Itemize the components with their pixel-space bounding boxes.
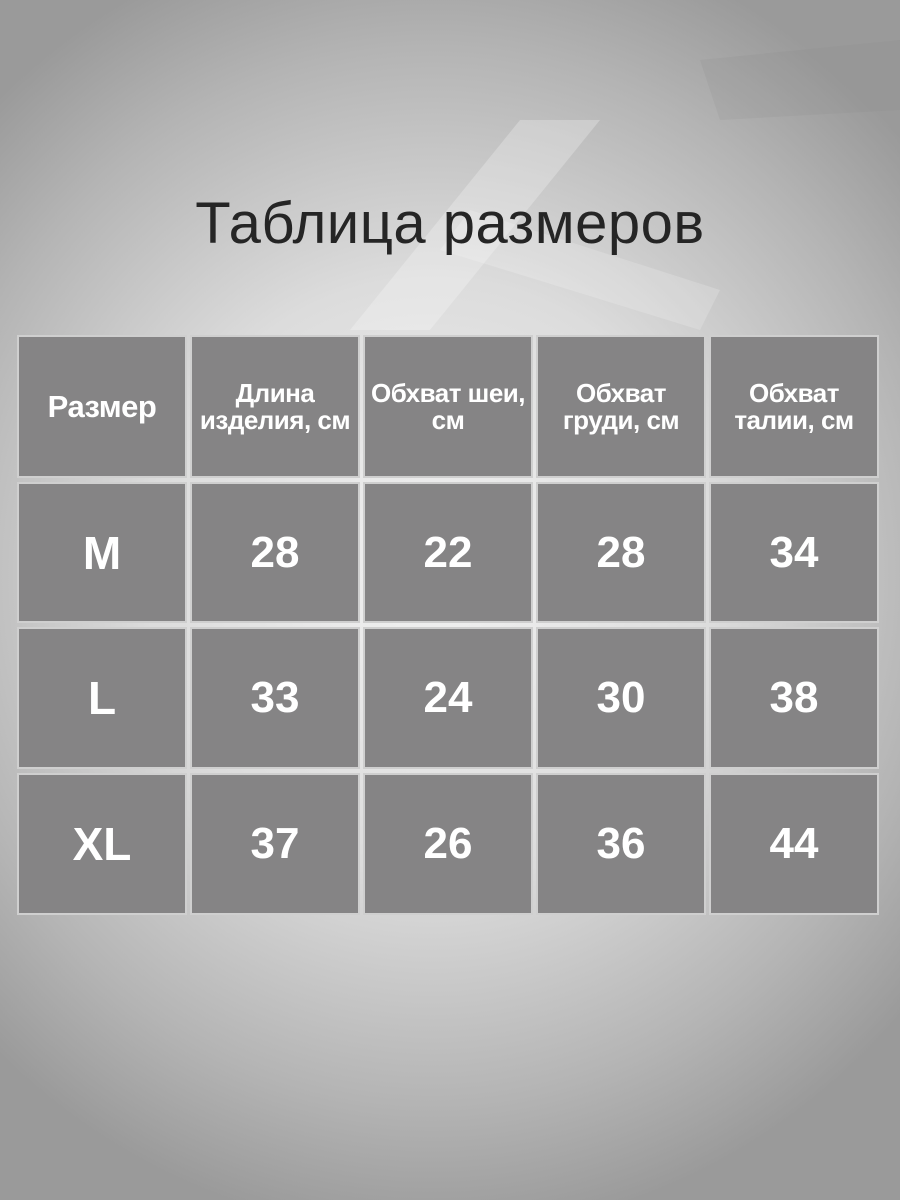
measurement-cell: 24 xyxy=(365,629,531,767)
measurement-cell: 34 xyxy=(711,484,877,621)
measurement-cell: 28 xyxy=(192,484,358,621)
header-cell: Обхват груди, см xyxy=(538,337,704,476)
measurement-cell: 22 xyxy=(365,484,531,621)
measurement-cell: 38 xyxy=(711,629,877,767)
header-cell: Размер xyxy=(19,337,185,476)
measurement-cell: 30 xyxy=(538,629,704,767)
measurement-cell: 36 xyxy=(538,775,704,913)
header-cell: Обхват талии, см xyxy=(711,337,877,476)
size-label-cell: M xyxy=(19,484,185,621)
measurement-cell: 26 xyxy=(365,775,531,913)
measurement-cell: 33 xyxy=(192,629,358,767)
measurement-cell: 37 xyxy=(192,775,358,913)
measurement-cell: 28 xyxy=(538,484,704,621)
size-label-cell: L xyxy=(19,629,185,767)
header-cell: Длина изделия, см xyxy=(192,337,358,476)
measurement-cell: 44 xyxy=(711,775,877,913)
page-title: Таблица размеров xyxy=(195,191,705,256)
header-cell: Обхват шеи, см xyxy=(365,337,531,476)
size-label-cell: XL xyxy=(19,775,185,913)
